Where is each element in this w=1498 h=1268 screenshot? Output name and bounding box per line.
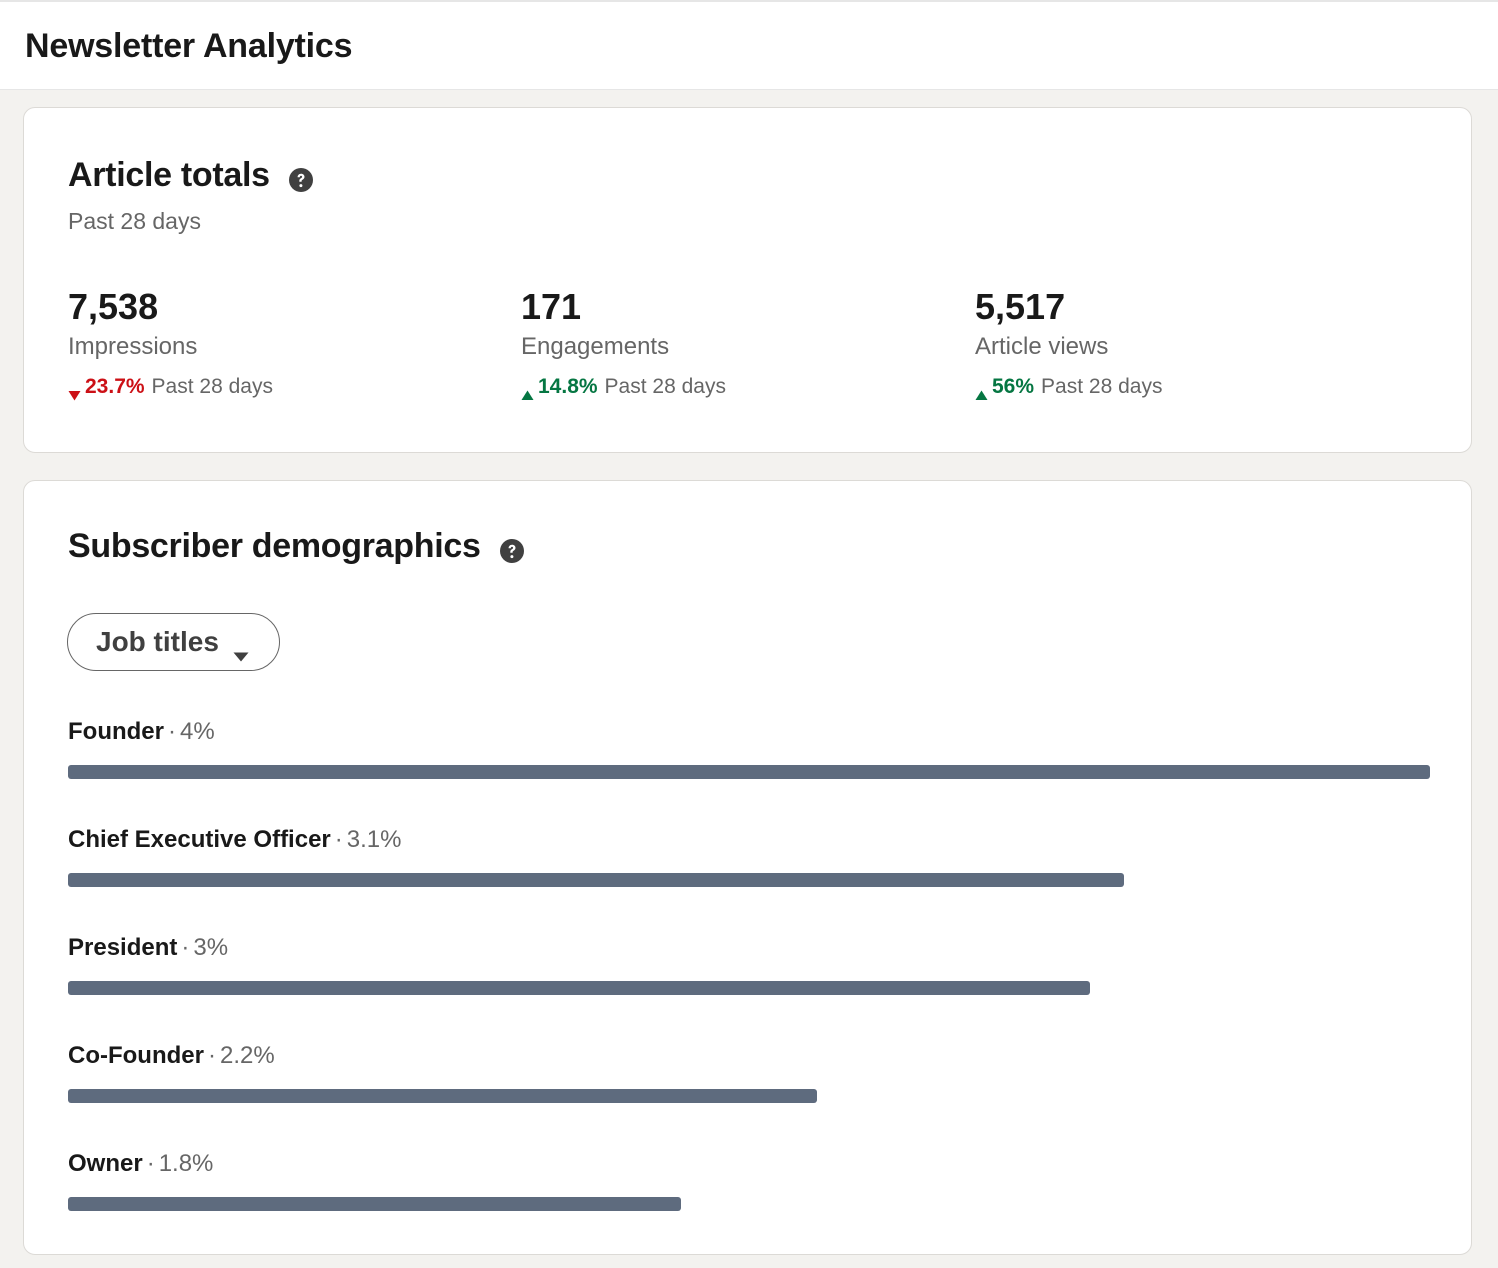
bar-fill [68, 765, 1430, 779]
metric-change: 14.8% Past 28 days [521, 374, 726, 400]
question-circle-icon[interactable] [499, 534, 525, 563]
demographic-percent: 3% [193, 934, 229, 961]
metric-change: 23.7% Past 28 days [68, 374, 273, 400]
metric-value: 7,538 [68, 286, 159, 327]
demographic-title: Founder [68, 718, 164, 745]
demographic-percent: 1.8% [158, 1150, 214, 1177]
question-circle-icon[interactable] [288, 163, 314, 192]
demographic-label: Owner · 1.8% [68, 1149, 1430, 1179]
metric-change-period: Past 28 days [151, 375, 273, 398]
metric-engagements: 171 Engagements 14.8% Past 28 days [521, 286, 726, 400]
article-totals-heading: Article totals [68, 156, 314, 195]
page-header: Newsletter Analytics [0, 0, 1498, 90]
metric-change-percent: 23.7% [85, 375, 145, 398]
triangle-down-icon [68, 382, 81, 400]
bar-track [68, 765, 1430, 779]
demographic-row: Co-Founder · 2.2% [68, 1041, 1430, 1103]
subscriber-demographics-title: Subscriber demographics [68, 527, 481, 565]
separator: · [334, 826, 343, 853]
demographic-row: Founder · 4% [68, 717, 1430, 779]
demographic-label: Chief Executive Officer · 3.1% [68, 825, 1430, 855]
page-title: Newsletter Analytics [25, 27, 353, 65]
bar-track [68, 981, 1430, 995]
demographic-label: Founder · 4% [68, 717, 1430, 747]
metric-change-period: Past 28 days [1041, 375, 1163, 398]
metric-label: Impressions [68, 333, 198, 360]
metric-label: Article views [975, 333, 1109, 360]
demographic-title: President [68, 934, 178, 961]
article-totals-card: Article totals Past 28 days 7,538 Impres… [23, 107, 1472, 453]
bar-fill [68, 1197, 681, 1211]
separator: · [207, 1042, 216, 1069]
metric-article-views: 5,517 Article views 56% Past 28 days [975, 286, 1162, 400]
bar-fill [68, 1089, 818, 1103]
metric-change: 56% Past 28 days [975, 374, 1162, 400]
demographic-percent: 3.1% [346, 826, 402, 853]
demographic-row: Owner · 1.8% [68, 1149, 1430, 1211]
article-totals-subtitle: Past 28 days [68, 208, 201, 234]
demographic-percent: 4% [180, 718, 215, 745]
bar-fill [68, 981, 1090, 995]
dropdown-selected-label: Job titles [96, 626, 219, 657]
subscriber-demographics-heading: Subscriber demographics [68, 527, 525, 566]
bar-track [68, 1089, 1430, 1103]
subscriber-demographics-card: Subscriber demographics Job titles Found… [23, 480, 1472, 1255]
demographic-title: Co-Founder [68, 1042, 204, 1069]
metric-value: 5,517 [975, 286, 1066, 327]
demographic-label: Co-Founder · 2.2% [68, 1041, 1430, 1071]
metric-change-percent: 56% [992, 375, 1035, 398]
caret-down-icon [233, 637, 249, 662]
separator: · [168, 718, 176, 745]
metric-label: Engagements [521, 333, 670, 360]
demographic-label: President · 3% [68, 933, 1430, 963]
demographic-title: Chief Executive Officer [68, 826, 331, 853]
bar-fill [68, 873, 1124, 887]
metric-change-period: Past 28 days [604, 375, 726, 398]
demographic-percent: 2.2% [219, 1042, 275, 1069]
separator: · [181, 934, 190, 961]
bar-track [68, 873, 1430, 887]
demographic-row: President · 3% [68, 933, 1430, 995]
demographic-title: Owner [68, 1150, 143, 1177]
metric-change-percent: 14.8% [538, 375, 598, 398]
article-totals-title: Article totals [68, 156, 270, 194]
demographic-row: Chief Executive Officer · 3.1% [68, 825, 1430, 887]
metric-impressions: 7,538 Impressions 23.7% Past 28 days [68, 286, 273, 400]
metric-value: 171 [521, 286, 582, 327]
triangle-up-icon [521, 382, 534, 400]
job-titles-dropdown[interactable]: Job titles [67, 613, 280, 671]
separator: · [146, 1150, 155, 1177]
bar-track [68, 1197, 1430, 1211]
triangle-up-icon [975, 382, 988, 400]
